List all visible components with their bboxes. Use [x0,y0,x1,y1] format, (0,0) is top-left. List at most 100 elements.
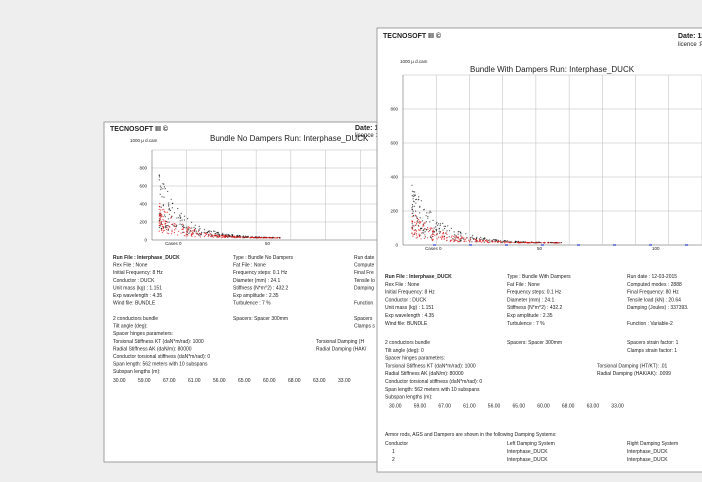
info-text: Radial Stiffness AK (daN/m): 80000 [385,371,464,377]
scatter-dot [412,233,414,236]
scatter-dot [159,209,162,211]
scatter-dot [424,222,426,224]
scatter-dot [191,221,193,223]
scatter-dot [239,236,241,238]
scatter-dot [418,233,420,235]
scatter-dot [430,237,432,239]
scatter-dot [215,234,217,237]
table-header: Right Damping System [627,441,678,447]
info-text: Span length: 562 meters with 10 subspans [385,387,480,393]
x-tick-label: Cases 0 [165,241,182,246]
scatter-dot [424,236,426,238]
scatter-dot [247,236,249,238]
scatter-dot [203,229,205,231]
scatter-dot [460,236,463,238]
scatter-dot [472,237,474,239]
scatter-dot [171,223,173,226]
scatter-dot [414,195,416,197]
scatter-dot [158,215,160,217]
scatter-dot [430,227,432,229]
scatter-dot [199,233,201,235]
scatter-dot [189,231,191,233]
info-text: Spacers: Spacer 300mm [507,340,562,346]
scatter-dot [263,237,265,239]
scatter-dot [217,233,219,235]
scatter-dot [495,241,497,243]
scatter-dot [227,236,229,238]
scatter-dot [235,237,237,239]
scatter-dot [186,226,188,228]
scatter-dot [542,242,544,244]
scatter-dot [420,238,422,240]
scatter-dot [454,234,456,236]
scatter-dot [164,188,166,190]
scatter-dot [453,235,455,238]
scatter-dot [475,237,477,239]
scatter-dot [162,188,164,190]
info-text: Run date [354,255,375,261]
scatter-dot [457,236,459,238]
info-text: Conductor : DUCK [113,278,155,284]
scatter-dot [413,233,415,235]
scatter-dot [432,229,434,231]
scatter-dot [279,237,281,239]
subspan-length: 33.00 [611,403,624,409]
scatter-dot [166,220,168,223]
scatter-dot [181,228,183,230]
scatter-dot [163,220,165,222]
scatter-dot [194,224,196,226]
scatter-dot [490,240,492,242]
scatter-dot [179,220,181,222]
scatter-dot [162,228,164,230]
scatter-dot [161,227,163,229]
scatter-dot [480,241,482,243]
scatter-dot [436,221,438,223]
scatter-dot [423,224,425,226]
scatter-dot [231,234,233,236]
scatter-dot [483,238,485,240]
scatter-dot [249,237,251,239]
scatter-dot [260,237,262,239]
y-tick-label: 800 [139,166,147,171]
scatter-dot [460,233,462,235]
scatter-dot [270,237,272,239]
scatter-dot [167,190,169,193]
scatter-dot [169,226,171,228]
scatter-dot [423,222,425,224]
scatter-dot [429,221,431,223]
scatter-dot [411,216,413,218]
scatter-dot [493,239,495,241]
scatter-dot [443,238,445,240]
scatter-dot [185,233,187,235]
scatter-dot [471,241,473,243]
scatter-dot [450,236,452,238]
scatter-dot [443,225,445,227]
scatter-dot [427,215,429,218]
scatter-dot [454,239,456,241]
info-text: Conductor : DUCK [385,297,427,303]
scatter-dot [487,241,489,243]
scatter-dot [419,229,421,231]
scatter-dot [480,236,482,238]
scatter-dot [422,232,424,234]
scatter-dot [417,199,419,201]
scatter-dot [199,236,201,238]
subspan-length: 65.00 [238,378,251,384]
info-text: Radial Damping (HAK/AK): .0099 [597,371,671,377]
scatter-dot [419,227,422,229]
y-tick-label: 0 [395,243,398,248]
scatter-dot [521,242,523,244]
scatter-dot [181,219,183,221]
scatter-dot [412,224,414,226]
scatter-dot [445,237,448,239]
scatter-dot [453,240,455,242]
scatter-dot [216,231,218,234]
scatter-dot [210,233,212,235]
scatter-dot [192,233,194,235]
scatter-dot [413,225,415,227]
scatter-dot [256,236,258,239]
scatter-dot [213,230,215,232]
scatter-dot [205,232,207,234]
scatter-dot [412,235,414,237]
scatter-dot [158,222,160,224]
